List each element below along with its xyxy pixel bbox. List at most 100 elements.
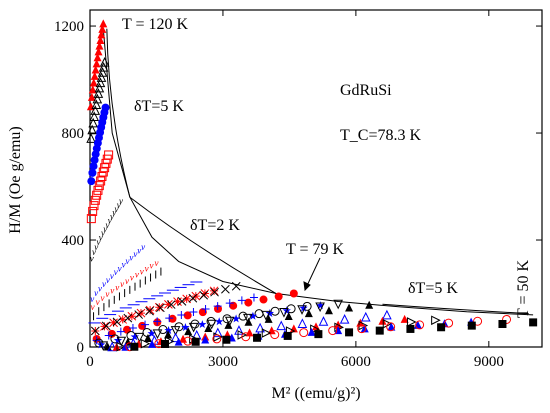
data-point (198, 308, 207, 317)
label-dt5-upper: δT=5 K (134, 98, 184, 115)
data-point (113, 336, 123, 344)
label-dt2: δT=2 K (190, 217, 240, 234)
data-point: v (133, 249, 137, 259)
data-point (118, 315, 128, 324)
data-point (98, 62, 109, 72)
data-point (170, 332, 181, 343)
y-tick-label: 1200 (54, 19, 84, 35)
data-point: v (141, 242, 145, 252)
data-point (123, 313, 133, 323)
data-point (164, 300, 173, 309)
data-point: v (103, 224, 107, 234)
data-point (415, 320, 425, 330)
data-point (270, 330, 280, 340)
data-point: v (90, 254, 94, 264)
data-point (87, 92, 96, 101)
data-point: v (110, 212, 114, 222)
data-point: v (129, 253, 133, 263)
x-tick-label: 6000 (341, 354, 371, 370)
data-point: v (90, 294, 94, 304)
data-point (89, 78, 98, 87)
data-point (231, 281, 241, 291)
data-point: v (137, 246, 141, 256)
data-point (297, 318, 308, 328)
data-point (297, 305, 307, 315)
data-point (116, 336, 127, 347)
data-point (165, 314, 174, 323)
y-tick-label: 400 (62, 233, 85, 249)
data-point: v (118, 263, 122, 273)
data-point (201, 335, 210, 344)
data-point (229, 301, 238, 310)
data-point (177, 297, 187, 306)
data-point (90, 195, 100, 205)
data-point (304, 309, 313, 318)
data-point (406, 317, 417, 327)
data-point (529, 318, 538, 327)
data-point (188, 293, 198, 303)
data-point (406, 324, 415, 333)
x-tick-label: 0 (86, 354, 94, 370)
data-point (148, 339, 157, 348)
data-point (89, 111, 100, 121)
data-point (136, 308, 146, 318)
data-point (270, 306, 280, 316)
data-point (141, 320, 150, 329)
data-point (261, 328, 272, 338)
data-point (112, 317, 122, 327)
data-point (92, 93, 103, 104)
data-point (160, 339, 169, 348)
data-point (224, 320, 233, 329)
label-compound: GdRuSi (340, 82, 392, 99)
data-point (182, 294, 192, 304)
data-point: v (106, 220, 110, 230)
data-point (222, 335, 231, 344)
data-point (204, 323, 213, 332)
data-point: v (92, 247, 96, 257)
x-axis-title: M² ((emu/g)²) (271, 385, 360, 402)
data-point (188, 322, 199, 333)
data-point (104, 150, 114, 160)
data-point (276, 320, 287, 331)
data-point: v (100, 293, 104, 303)
data-point (225, 299, 234, 308)
data-point (177, 311, 186, 320)
data-point (91, 99, 102, 110)
data-point: v (120, 279, 124, 289)
data-point (90, 326, 100, 336)
data-point: v (110, 286, 114, 296)
data-point: v (130, 273, 134, 283)
data-point (166, 300, 176, 309)
data-point: v (108, 216, 112, 226)
data-point (170, 326, 181, 336)
data-point (213, 302, 222, 311)
data-point (92, 190, 102, 200)
data-point (93, 53, 102, 62)
data-point (316, 301, 325, 310)
y-tick-label: 800 (62, 126, 85, 142)
data-point (221, 284, 230, 294)
data-point (444, 318, 454, 328)
data-point (143, 333, 152, 342)
data-point (382, 309, 392, 320)
data-point (360, 311, 371, 322)
data-point (183, 311, 192, 320)
data-point: v (114, 267, 118, 277)
data-point: v (140, 267, 144, 277)
data-point: v (98, 283, 102, 293)
data-point: v (105, 289, 109, 299)
data-point (184, 327, 193, 336)
data-point (91, 65, 100, 74)
data-point: v (135, 270, 139, 280)
data-point: v (106, 275, 110, 285)
data-point (467, 321, 476, 330)
data-point (92, 59, 101, 68)
data-point (88, 117, 98, 128)
data-point (222, 314, 232, 324)
data-point: v (154, 258, 158, 268)
data-point (140, 338, 151, 349)
data-point (97, 67, 108, 77)
data-point (345, 303, 354, 312)
